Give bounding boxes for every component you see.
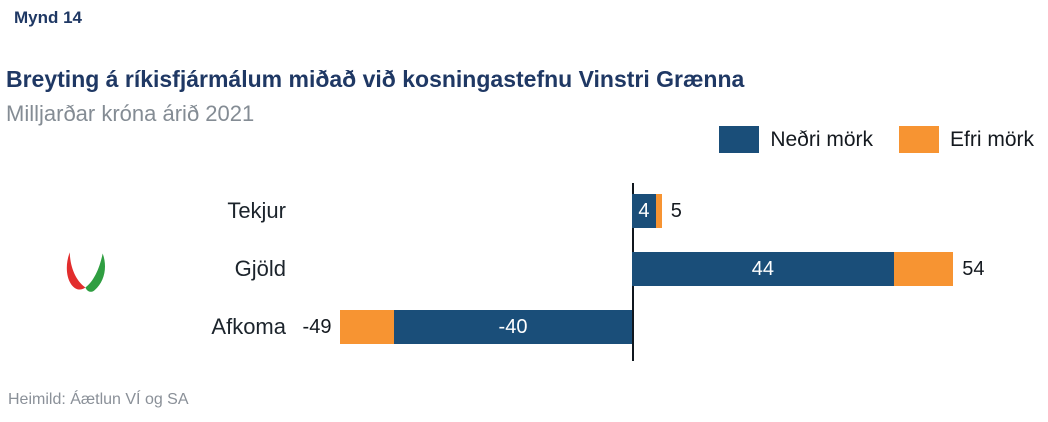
legend-swatch-orange-icon	[899, 126, 939, 153]
category-label: Gjöld	[234, 256, 286, 281]
bar-value-label-outer: 5	[670, 200, 682, 222]
legend-swatch-blue-icon	[719, 126, 760, 153]
chart-row-gjold: Gjöld 44 54	[0, 252, 1048, 286]
bar-value-label-inner: -40	[498, 315, 528, 338]
chart-row-tekjur: Tekjur 4 5	[0, 194, 1048, 228]
category-label: Tekjur	[227, 198, 286, 223]
chart-subtitle: Milljarðar króna árið 2021	[6, 101, 255, 126]
bar-upper-bound	[340, 310, 394, 344]
bar-upper-bound	[893, 252, 954, 286]
legend-label-lower: Neðri mörk	[770, 127, 873, 151]
bar-value-label-outer: 54	[962, 258, 985, 280]
source-note: Heimild: Áætlun VÍ og SA	[8, 391, 189, 408]
figure-label: Mynd 14	[14, 8, 83, 27]
bar-lower-bound: 44	[632, 252, 894, 286]
page-title: Breyting á ríkisfjármálum miðað við kosn…	[6, 66, 745, 92]
bar-value-label-inner: 44	[751, 257, 775, 280]
bar-value-label-outer: -49	[302, 316, 332, 338]
bar-value-label-inner: 4	[638, 199, 650, 222]
bar-upper-bound	[655, 194, 662, 228]
horizontal-bar-chart: Tekjur 4 5 Gjöld 44 54 Afkoma -40 -49	[0, 183, 1048, 361]
vinstri-graen-v-logo	[66, 252, 106, 292]
category-label: Afkoma	[211, 314, 286, 339]
bar-lower-bound: -40	[394, 310, 632, 344]
legend-label-upper: Efri mörk	[950, 127, 1034, 151]
legend-item-lower: Neðri mörk	[719, 126, 873, 153]
chart-row-afkoma: Afkoma -40 -49	[0, 310, 1048, 344]
bar-lower-bound: 4	[632, 194, 656, 228]
legend-item-upper: Efri mörk	[899, 126, 1034, 153]
chart-legend: Neðri mörk Efri mörk	[719, 126, 1034, 153]
